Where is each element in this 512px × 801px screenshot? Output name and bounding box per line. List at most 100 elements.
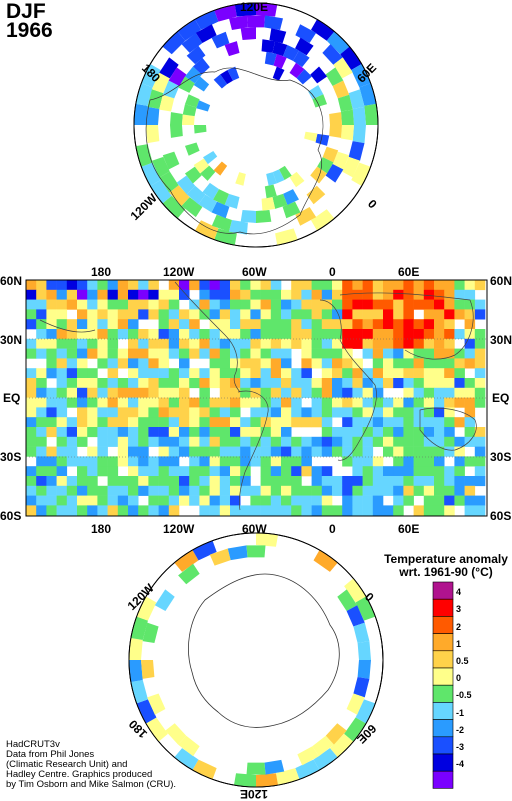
legend-tick-label: -1 (456, 707, 465, 718)
map-cell (362, 387, 374, 398)
map-cell (413, 427, 425, 438)
map-cell (464, 299, 476, 310)
polar-cell (312, 94, 328, 108)
map-cell (281, 387, 292, 398)
map-cell (332, 427, 343, 438)
map-cell (281, 368, 292, 379)
map-cell (179, 338, 190, 349)
polar-cell (147, 693, 166, 715)
map-cell (168, 348, 180, 359)
polar-cell (129, 637, 143, 660)
map-cell (230, 319, 241, 330)
map-cell (301, 329, 312, 340)
map-cell (77, 427, 88, 438)
map-cell (454, 280, 465, 291)
map-cell (372, 387, 384, 398)
map-cell (260, 378, 272, 389)
polar-cell (348, 89, 365, 109)
map-cell (97, 456, 108, 467)
map-cell (250, 427, 261, 438)
map-cell (117, 446, 129, 457)
legend-swatch (432, 650, 454, 669)
map-cell (46, 289, 57, 300)
map-cell (219, 446, 231, 457)
map-cell (372, 368, 384, 379)
map-cell (138, 378, 149, 389)
map-cell (434, 309, 445, 320)
map-cell (464, 456, 476, 467)
map-cell (423, 289, 435, 300)
map-cell (260, 309, 272, 320)
polar-cell (340, 46, 362, 70)
map-cell (250, 397, 261, 408)
map-cell (209, 466, 221, 477)
polar-cell (202, 182, 219, 200)
map-cell (148, 387, 159, 398)
polar-cell (184, 94, 200, 108)
map-cell (260, 505, 272, 516)
map-cell (342, 309, 353, 320)
map-cell (107, 427, 119, 438)
map-cell (56, 338, 68, 349)
map-cell (230, 299, 241, 310)
map-cell (270, 456, 282, 467)
polar-cell (195, 24, 217, 43)
map-cell (219, 309, 231, 320)
map-cell (117, 348, 129, 359)
credit-line-1: HadCRUT3v (6, 739, 60, 750)
map-cell (413, 348, 425, 359)
map-cell (87, 397, 98, 408)
map-cell (117, 485, 129, 496)
polar-cell (169, 185, 190, 206)
map-cell (434, 397, 445, 408)
map-cell (383, 427, 394, 438)
map-cell (230, 329, 241, 340)
map-cell (321, 495, 333, 506)
map-cell (179, 348, 190, 359)
map-cell (393, 329, 404, 340)
map-cell (372, 427, 384, 438)
map-cell (158, 466, 170, 477)
map-cell (434, 446, 445, 457)
map-cell (332, 387, 343, 398)
map-cell (474, 299, 486, 310)
map-cell (383, 319, 394, 330)
map-cell (179, 495, 190, 506)
map-cell (158, 476, 170, 487)
map-cell (250, 505, 261, 516)
global-map (25, 279, 488, 517)
legend-swatch (432, 684, 454, 703)
map-cell (383, 505, 394, 516)
map-cell (372, 476, 384, 487)
map-cell (219, 436, 231, 447)
polar-cell (272, 169, 285, 184)
map-cell (464, 476, 476, 487)
polar-cell (322, 44, 343, 65)
map-cell (230, 417, 241, 428)
map-cell (301, 289, 312, 300)
map-cell (240, 427, 251, 438)
polar-cell (322, 146, 339, 163)
polar-cell (246, 762, 266, 775)
map-cell (434, 378, 445, 389)
map-cell (240, 358, 251, 369)
map-cell (342, 456, 353, 467)
map-cell (209, 319, 221, 330)
polar-cell (141, 64, 161, 88)
map-cell (179, 485, 190, 496)
map-cell (107, 495, 119, 506)
map-cell (66, 280, 78, 291)
map-cell (342, 505, 353, 516)
map-cell (444, 319, 455, 330)
map-cell (209, 417, 221, 428)
map-cell (342, 329, 353, 340)
polar-cell (228, 15, 248, 30)
legend-swatch (432, 736, 454, 755)
map-cell (352, 505, 363, 516)
map-cell (321, 378, 333, 389)
map-cell (209, 348, 221, 359)
map-cell (464, 427, 476, 438)
map-cell (270, 466, 282, 477)
map-cell (168, 338, 180, 349)
map-cell (342, 368, 353, 379)
